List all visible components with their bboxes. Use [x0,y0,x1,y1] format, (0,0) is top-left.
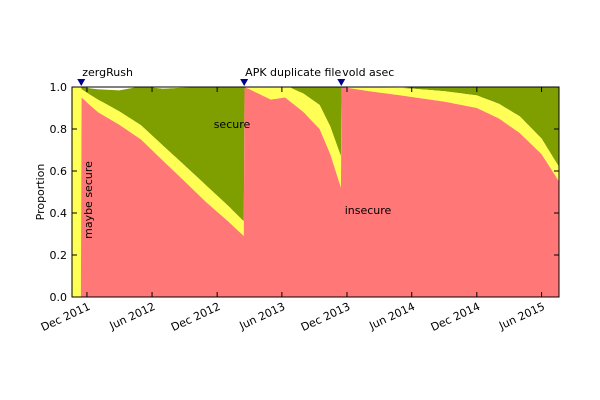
region-label-maybe-secure: maybe secure [82,161,95,239]
event-markers: zergRush APK duplicate file vold asec [77,66,394,86]
event-label: APK duplicate file [245,66,341,79]
y-tick-label: 0.0 [50,291,68,304]
x-tick-label: Jun 2015 [496,300,547,333]
x-tick-label: Jun 2014 [366,300,417,333]
event-arrow-icon [337,79,346,86]
x-tick-label: Jun 2013 [237,300,288,333]
y-tick-label: 0.6 [50,165,68,178]
x-tick-label: Dec 2012 [169,300,222,334]
region-label-insecure: insecure [345,204,392,217]
x-tick-label: Jun 2012 [107,300,158,333]
event-arrow-icon [240,79,249,86]
area-secure [72,87,559,222]
y-axis: 0.0 0.2 0.4 0.6 0.8 1.0 [50,81,559,304]
y-tick-label: 0.2 [50,249,68,262]
event-label: zergRush [82,66,133,79]
x-tick-label: Dec 2013 [299,300,352,334]
plot-frame [71,86,560,298]
area-insecure [72,87,559,297]
x-tick-label: Dec 2011 [39,300,92,334]
y-axis-label: Proportion [34,164,47,221]
y-tick-label: 0.8 [50,123,68,136]
y-tick-label: 0.4 [50,207,68,220]
event-label: vold asec [342,66,394,79]
region-label-secure: secure [214,118,251,131]
x-tick-label: Dec 2014 [429,300,482,334]
event-arrow-icon [77,79,86,86]
y-tick-label: 1.0 [50,81,68,94]
